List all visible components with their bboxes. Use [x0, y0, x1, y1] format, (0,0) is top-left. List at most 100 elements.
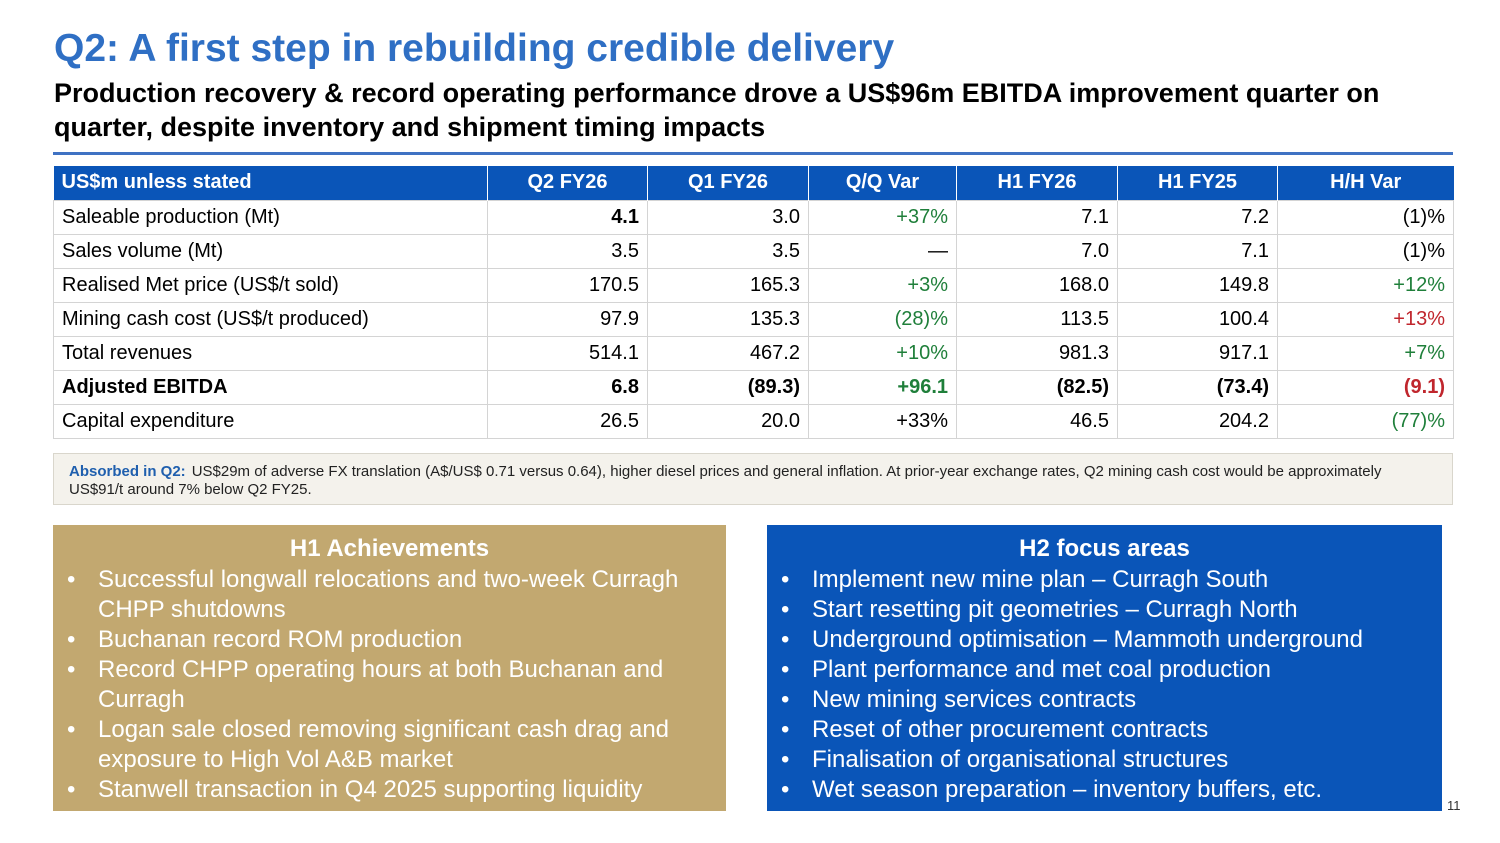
table-cell: 135.3	[647, 301, 809, 337]
h2-focus-title: H2 focus areas	[1019, 535, 1190, 562]
table-cell: 149.8	[1117, 267, 1278, 303]
column-header: H1 FY25	[1117, 166, 1278, 200]
list-item: • Wet season preparation – inventory buff…	[781, 776, 1323, 803]
column-header: H/H Var	[1277, 166, 1454, 200]
table-cell: +10%	[808, 335, 957, 371]
financial-summary-table: US$m unless stated Q2 FY26 Q1 FY26 Q/Q V…	[53, 166, 1454, 439]
table-cell: 7.2	[1117, 199, 1278, 235]
table-cell: (89.3)	[647, 369, 809, 405]
table-row: Saleable production (Mt) 4.1 3.0 +37% 7.…	[53, 199, 1454, 235]
list-item: • Logan sale closed removing significant …	[67, 716, 670, 773]
bullet-icon: •	[781, 566, 790, 593]
row-label: Saleable production (Mt)	[53, 199, 488, 235]
table-cell: (82.5)	[956, 369, 1118, 405]
column-header: H1 FY26	[956, 166, 1118, 200]
table-cell: 113.5	[956, 301, 1118, 337]
table-cell: 7.1	[956, 199, 1118, 235]
bullet-icon: •	[781, 596, 790, 623]
table-cell: +96.1	[808, 369, 957, 405]
table-cell: 514.1	[487, 335, 648, 371]
page-number: 11	[1447, 798, 1461, 813]
table-cell: 4.1	[487, 199, 648, 235]
bullet-icon: •	[67, 626, 76, 653]
bullet-icon: •	[781, 626, 790, 653]
row-label: Realised Met price (US$/t sold)	[53, 267, 488, 303]
list-item: • Plant performance and met coal producti…	[781, 656, 1271, 683]
table-row: Adjusted EBITDA 6.8 (89.3) +96.1 (82.5) …	[53, 369, 1454, 405]
table-cell: 97.9	[487, 301, 648, 337]
table-header-row: US$m unless stated Q2 FY26 Q1 FY26 Q/Q V…	[53, 166, 1454, 200]
h1-achievements-list: • Successful longwall relocations and two…	[67, 565, 712, 805]
list-item: • Buchanan record ROM production	[67, 626, 463, 653]
list-item: • New mining services contracts	[781, 686, 1137, 713]
bullet-icon: •	[781, 656, 790, 683]
table-cell: 170.5	[487, 267, 648, 303]
table-cell: 100.4	[1117, 301, 1278, 337]
note-text: US$29m of adverse FX translation (A$/US$…	[69, 463, 1382, 498]
list-item: • Underground optimisation – Mammoth unde…	[781, 626, 1363, 653]
table-cell: 3.5	[647, 233, 809, 269]
bullet-icon: •	[781, 776, 790, 803]
table-cell: —	[808, 233, 957, 269]
table-cell: +3%	[808, 267, 957, 303]
table-cell: +37%	[808, 199, 957, 235]
table-row: Capital expenditure 26.5 20.0 +33% 46.5 …	[53, 403, 1454, 439]
row-label: Mining cash cost (US$/t produced)	[53, 301, 488, 337]
table-cell: 165.3	[647, 267, 809, 303]
table-cell: (1)%	[1277, 233, 1454, 269]
bullet-icon: •	[67, 716, 76, 743]
table-row: Sales volume (Mt) 3.5 3.5 — 7.0 7.1 (1)%	[53, 233, 1454, 269]
list-item: • Implement new mine plan – Curragh South	[781, 566, 1269, 593]
bullet-icon: •	[781, 686, 790, 713]
h1-achievements-title: H1 Achievements	[289, 535, 490, 562]
table-cell: +33%	[808, 403, 957, 439]
list-item: • Finalisation of organisational structur…	[781, 746, 1229, 773]
list-item: • Stanwell transaction in Q4 2025 support…	[67, 776, 643, 803]
table-cell: 20.0	[647, 403, 809, 439]
list-item: • Start resetting pit geometries – Currag…	[781, 596, 1298, 623]
list-item: • Reset of other procurement contracts	[781, 716, 1209, 743]
bullet-icon: •	[781, 746, 790, 773]
table-cell: +13%	[1277, 301, 1454, 337]
bullet-icon: •	[67, 776, 76, 803]
list-item: • Successful longwall relocations and two…	[67, 566, 679, 623]
table-cell: (77)%	[1277, 403, 1454, 439]
table-cell: +12%	[1277, 267, 1454, 303]
bullet-icon: •	[67, 656, 76, 683]
list-item: • Record CHPP operating hours at both Buc…	[67, 656, 664, 713]
table-cell: 6.8	[487, 369, 648, 405]
table-row: Mining cash cost (US$/t produced) 97.9 1…	[53, 301, 1454, 337]
bullet-icon: •	[67, 566, 76, 593]
table-row: Realised Met price (US$/t sold) 170.5 16…	[53, 267, 1454, 303]
table-cell: (9.1)	[1277, 369, 1454, 405]
table-cell: 3.0	[647, 199, 809, 235]
row-label: Adjusted EBITDA	[53, 369, 488, 405]
row-label: Total revenues	[53, 335, 488, 371]
row-label: Sales volume (Mt)	[53, 233, 488, 269]
table-cell: 168.0	[956, 267, 1118, 303]
bullet-icon: •	[781, 716, 790, 743]
column-header: Q/Q Var	[808, 166, 957, 200]
table-cell: 3.5	[487, 233, 648, 269]
h2-focus-panel: H2 focus areas • Implement new mine plan …	[767, 525, 1442, 811]
table-cell: 7.0	[956, 233, 1118, 269]
table-cell: 467.2	[647, 335, 809, 371]
column-header: Q2 FY26	[487, 166, 648, 200]
table-cell: 917.1	[1117, 335, 1278, 371]
table-cell: 981.3	[956, 335, 1118, 371]
absorbed-note: Absorbed in Q2: US$29m of adverse FX tran…	[53, 453, 1453, 505]
table-cell: +7%	[1277, 335, 1454, 371]
table-cell: 26.5	[487, 403, 648, 439]
row-label: Capital expenditure	[53, 403, 488, 439]
table-cell: (1)%	[1277, 199, 1454, 235]
table-cell: (73.4)	[1117, 369, 1278, 405]
table-cell: 7.1	[1117, 233, 1278, 269]
h1-achievements-panel: H1 Achievements • Successful longwall rel…	[53, 525, 726, 811]
slide-title: Q2: A first step in rebuilding credible …	[54, 27, 895, 70]
h2-focus-list: • Implement new mine plan – Curragh South…	[781, 565, 1428, 805]
column-header: US$m unless stated	[53, 166, 488, 200]
slide-subtitle: Production recovery & record operating p…	[54, 78, 1380, 142]
note-lead: Absorbed in Q2:	[69, 463, 186, 480]
table-row: Total revenues 514.1 467.2 +10% 981.3 91…	[53, 335, 1454, 371]
table-cell: 204.2	[1117, 403, 1278, 439]
